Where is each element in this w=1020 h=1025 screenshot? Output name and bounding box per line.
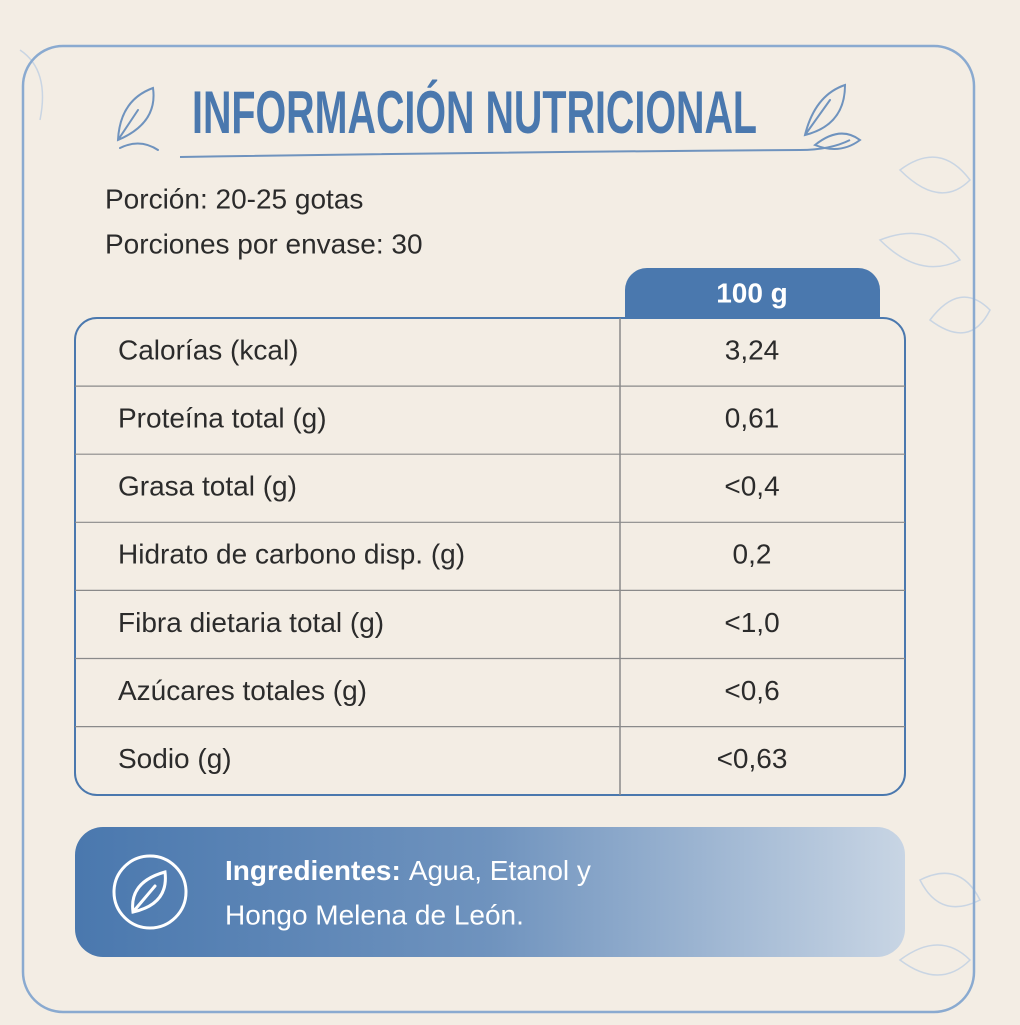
ingredients-text: Agua, Etanol y	[409, 855, 591, 886]
nutrient-name: Grasa total (g)	[118, 471, 297, 502]
nutrient-value: 0,2	[733, 539, 772, 570]
nutrient-value: <1,0	[724, 607, 779, 638]
nutrient-name: Azúcares totales (g)	[118, 675, 367, 706]
nutrient-name: Sodio (g)	[118, 743, 232, 774]
ingredients-label: Ingredientes:	[225, 855, 401, 886]
title: INFORMACIÓN NUTRICIONAL	[192, 79, 757, 146]
table-rows: Calorías (kcal) 3,24 Proteína total (g) 0,6…	[75, 334, 905, 774]
column-header: 100 g	[716, 277, 788, 308]
ingredients-icon	[112, 854, 188, 930]
nutrient-name: Hidrato de carbono disp. (g)	[118, 539, 465, 570]
nutrient-name: Calorías (kcal)	[118, 334, 298, 365]
column-header-tab	[625, 268, 880, 318]
ingredients-line-2: Hongo Melena de León.	[225, 899, 524, 930]
nutrient-value: 0,61	[725, 403, 780, 434]
nutrient-value: 3,24	[725, 334, 780, 365]
title-leaf-left	[116, 86, 159, 151]
nutrient-value: <0,6	[724, 675, 779, 706]
card-border	[21, 44, 976, 1014]
title-leaf-right	[803, 83, 862, 150]
botanical-decoration	[19, 49, 991, 976]
serving-size: Porción: 20-25 gotas	[105, 183, 363, 214]
ingredients-box	[75, 827, 905, 957]
nutrient-value: <0,63	[717, 743, 788, 774]
title-underline	[179, 139, 851, 158]
nutrient-value: <0,4	[724, 471, 779, 502]
table-border	[74, 317, 906, 796]
ingredients-line-1: Ingredientes: Agua, Etanol y	[225, 855, 591, 886]
nutrient-name: Fibra dietaria total (g)	[118, 607, 384, 638]
servings-per-container: Porciones por envase: 30	[105, 228, 423, 259]
nutrient-name: Proteína total (g)	[118, 403, 327, 434]
